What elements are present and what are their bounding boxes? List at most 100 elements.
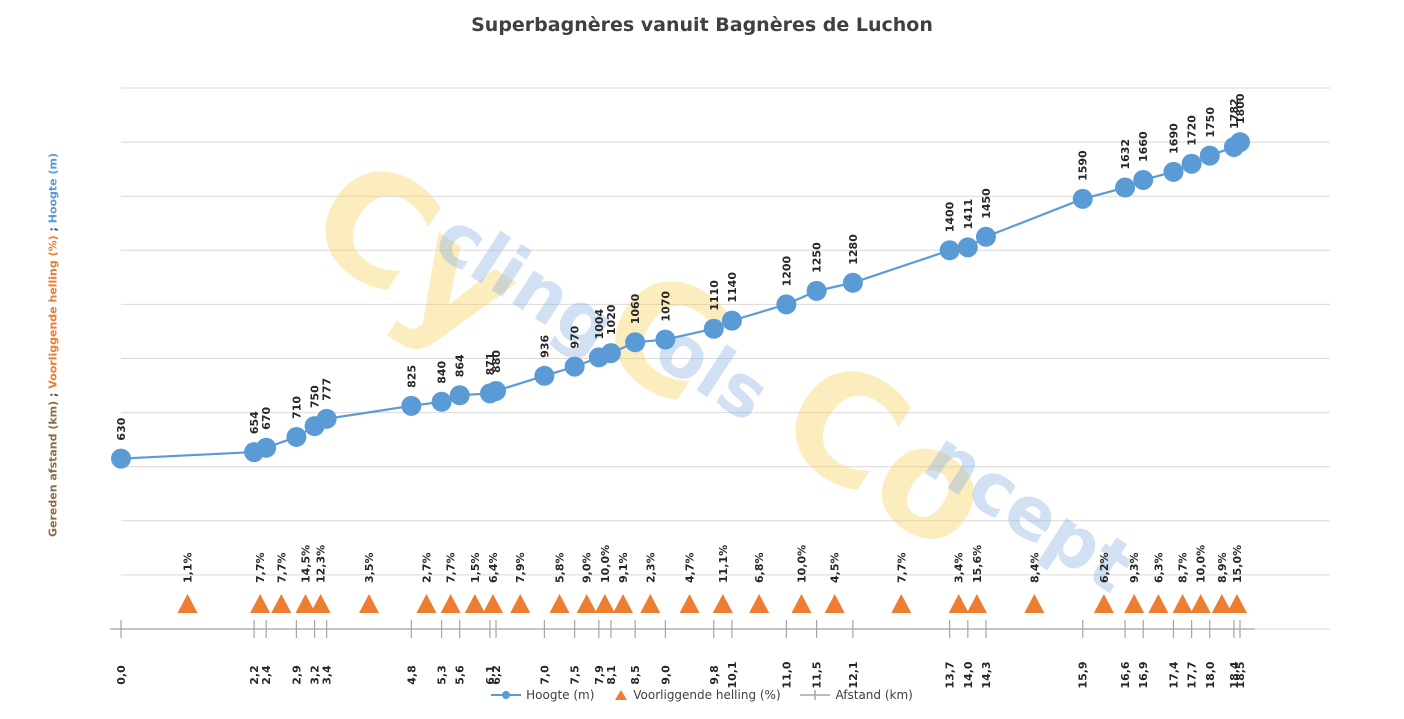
- height-label: 670: [260, 406, 273, 429]
- height-point: [1163, 161, 1184, 182]
- gradient-marker: [1172, 594, 1193, 613]
- gradient-label: 14,5%: [299, 545, 312, 583]
- distance-label: 7,0: [538, 665, 551, 685]
- height-point: [534, 365, 555, 386]
- distance-label: 7,5: [569, 665, 582, 685]
- height-label: 1400: [944, 201, 957, 232]
- gradient-marker: [549, 594, 570, 613]
- gradient-series: 1,1% 7,7% 7,7% 14,5% 12,3% 3,5% 2,7% 7,7% 1,5% 6,…: [177, 545, 1247, 613]
- gradient-marker: [1124, 594, 1145, 613]
- gradient-label: 8,9%: [1216, 552, 1229, 583]
- distance-label: 13,7: [944, 661, 957, 688]
- height-label: 864: [454, 354, 467, 377]
- gradient-label: 3,5%: [363, 552, 376, 583]
- height-point: [1115, 177, 1136, 198]
- gradient-marker: [416, 594, 437, 613]
- height-label: 1060: [629, 293, 642, 324]
- distance-label: 8,5: [629, 665, 642, 685]
- gradient-label: 7,9%: [514, 552, 527, 583]
- height-label: 1660: [1137, 131, 1150, 162]
- height-label: 1110: [708, 280, 721, 311]
- distance-label: 2,2: [248, 665, 261, 685]
- gradient-marker: [440, 594, 461, 613]
- gradient-label: 11,1%: [717, 545, 730, 583]
- height-point: [564, 356, 585, 377]
- gradient-marker: [640, 594, 661, 613]
- legend-item-afstand: Afstand (km): [800, 688, 913, 702]
- height-label: 1200: [780, 255, 793, 286]
- height-label: 750: [309, 385, 322, 408]
- gradient-marker: [791, 594, 812, 613]
- gradient-label: 7,7%: [275, 552, 288, 583]
- height-label: 1750: [1204, 107, 1217, 138]
- y-axis-title-part: Gereden afstand (km): [46, 400, 60, 537]
- gradient-label: 4,5%: [829, 552, 842, 583]
- gradient-marker: [1190, 594, 1211, 613]
- height-label: 871: [484, 352, 497, 375]
- gradient-label: 10,0%: [795, 545, 808, 583]
- height-point: [1181, 153, 1202, 174]
- gradient-label: 9,1%: [617, 552, 630, 583]
- gradient-label: 2,3%: [644, 552, 657, 583]
- gradient-label: 12,3%: [315, 545, 328, 583]
- gradient-marker: [613, 594, 634, 613]
- height-label: 710: [290, 396, 303, 419]
- height-point: [721, 310, 742, 331]
- distance-label: 18,0: [1204, 661, 1217, 688]
- height-point: [625, 332, 646, 353]
- distance-label: 2,4: [260, 665, 273, 685]
- triangle-icon: [615, 690, 628, 700]
- height-label: 654: [248, 411, 261, 434]
- distance-label: 5,3: [436, 665, 449, 685]
- line-tick-icon: [800, 690, 831, 700]
- gradient-marker: [1093, 594, 1114, 613]
- distance-label: 4,8: [405, 665, 418, 685]
- distance-label: 18,5: [1234, 661, 1247, 688]
- gradient-label: 6,3%: [1152, 552, 1165, 583]
- y-axis-title-part: ;: [46, 388, 60, 401]
- height-label: 970: [569, 325, 582, 348]
- height-label: 1250: [811, 242, 824, 273]
- distance-label: 6,1: [484, 665, 497, 685]
- gradient-marker: [271, 594, 292, 613]
- height-label: 1690: [1167, 123, 1180, 154]
- height-label: 1004: [593, 308, 606, 339]
- gradient-label: 7,7%: [445, 552, 458, 583]
- gradient-marker: [250, 594, 271, 613]
- gradient-marker: [1148, 594, 1169, 613]
- gradient-label: 1,5%: [469, 552, 482, 583]
- gradient-marker: [295, 594, 316, 613]
- height-point: [842, 272, 863, 293]
- gradient-label: 9,3%: [1128, 552, 1141, 583]
- gradient-marker: [510, 594, 531, 613]
- distance-label: 8,1: [605, 665, 618, 685]
- distance-label: 17,7: [1186, 661, 1199, 688]
- distance-label: 9,0: [659, 665, 672, 685]
- gradient-label: 7,7%: [895, 552, 908, 583]
- gradient-marker: [464, 594, 485, 613]
- gradient-label: 6,8%: [753, 552, 766, 583]
- gradient-marker: [966, 594, 987, 613]
- height-label: 840: [436, 360, 449, 383]
- distance-label: 9,8: [708, 665, 721, 685]
- gradient-marker: [177, 594, 198, 613]
- distance-axis: 0,0 2,2 2,4 2,9 3,2 3,4 4,8 5,3 5,6 6,16,2 7,0 7,5 7…: [110, 620, 1255, 689]
- height-label: 630: [115, 417, 128, 440]
- gradient-marker: [482, 594, 503, 613]
- distance-label: 3,2: [309, 665, 322, 685]
- height-label: 825: [405, 365, 418, 388]
- y-axis-title-part: ;: [46, 223, 60, 236]
- height-label: 1632: [1119, 139, 1132, 170]
- distance-label: 11,5: [811, 661, 824, 688]
- gradient-label: 8,4%: [1028, 552, 1041, 583]
- distance-label: 6,2: [490, 665, 503, 685]
- distance-label: 2,9: [290, 665, 303, 685]
- height-point: [316, 408, 337, 429]
- distance-label: 14,0: [962, 661, 975, 688]
- gradient-label: 6,2%: [1098, 552, 1111, 583]
- height-point: [486, 380, 507, 401]
- chart-title: Superbagnères vanuit Bagnères de Luchon: [471, 14, 933, 36]
- height-label: 1590: [1077, 150, 1090, 181]
- height-point: [703, 318, 724, 339]
- height-point: [1133, 169, 1154, 190]
